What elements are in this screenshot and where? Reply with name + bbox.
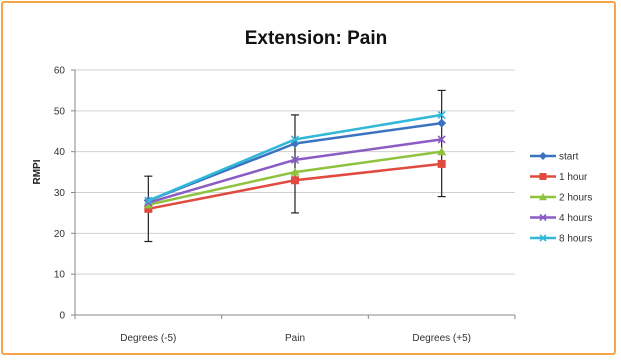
data-point-marker xyxy=(437,110,446,119)
legend-entry: 2 hours xyxy=(530,193,592,204)
legend-entry: 8 hours xyxy=(530,234,592,245)
chart-title: Extension: Pain xyxy=(245,28,388,49)
data-point-marker xyxy=(437,135,446,144)
legend-label: 1 hour xyxy=(559,172,588,183)
legend-entry: 1 hour xyxy=(530,172,588,183)
marker-stroke xyxy=(290,135,300,144)
data-point-marker xyxy=(539,173,547,180)
legend-label: 8 hours xyxy=(559,234,592,245)
y-axis-label: RMPI xyxy=(32,159,43,184)
legend-label: 2 hours xyxy=(559,193,592,204)
y-tick-label: 30 xyxy=(54,188,66,199)
legend-label: 4 hours xyxy=(559,213,592,224)
axes: 0 10 20 30 40 50 60 Degrees (-5) Pain Degrees (+5… xyxy=(54,66,516,344)
x-tick-label: Degrees (+5) xyxy=(412,333,471,344)
legend-label: start xyxy=(559,152,579,163)
y-tick-label: 50 xyxy=(54,106,66,117)
data-point-marker xyxy=(437,147,447,156)
legend-entry: start xyxy=(530,152,579,163)
data-point-marker xyxy=(437,159,446,168)
legend: start 1 hour 2 hours 4 hours 8 hours xyxy=(530,152,592,245)
y-tick-label: 10 xyxy=(54,270,66,281)
data-point-marker xyxy=(144,204,153,213)
data-point-marker xyxy=(539,193,547,201)
data-point-marker xyxy=(290,135,300,144)
data-point-marker xyxy=(539,234,547,242)
data-point-marker xyxy=(143,200,153,209)
marker-stroke xyxy=(539,213,547,222)
y-tick-label: 40 xyxy=(54,147,66,158)
marker-stroke xyxy=(437,110,446,119)
marker-stroke xyxy=(144,196,153,205)
data-point-marker xyxy=(437,118,447,128)
series-2-hours xyxy=(143,147,447,209)
marker-stroke xyxy=(437,135,446,144)
series-4-hours xyxy=(144,135,446,207)
x-tick-label: Degrees (-5) xyxy=(120,333,176,344)
legend-entry: 4 hours xyxy=(530,213,592,224)
data-point-marker xyxy=(290,155,300,164)
data-point-marker xyxy=(539,152,547,160)
marker-stroke xyxy=(539,234,547,242)
series-8-hours xyxy=(144,110,446,205)
marker-stroke xyxy=(290,155,300,164)
series-lines xyxy=(143,110,447,213)
y-tick-label: 20 xyxy=(54,229,66,240)
data-point-marker xyxy=(539,213,547,222)
data-point-marker xyxy=(290,167,300,176)
y-tick-label: 60 xyxy=(54,66,66,77)
series-1-hour xyxy=(144,159,446,213)
x-tick-label: Pain xyxy=(285,333,305,344)
y-tick-label: 0 xyxy=(59,311,65,322)
error-bars xyxy=(144,89,446,243)
data-point-marker xyxy=(291,176,299,185)
data-point-marker xyxy=(144,196,153,205)
